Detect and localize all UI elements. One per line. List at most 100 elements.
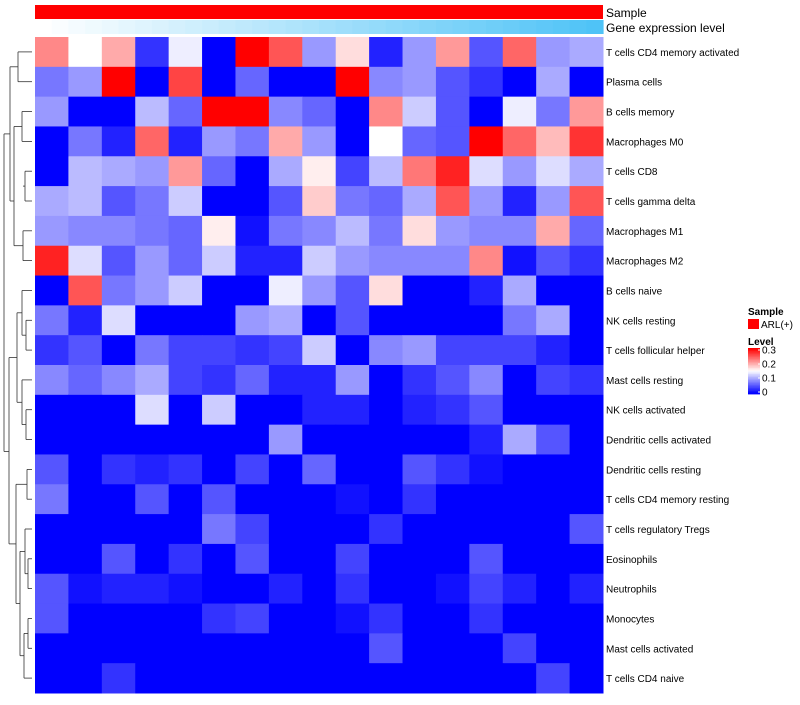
heatmap-cell [68, 37, 103, 68]
heatmap-cell [168, 454, 203, 485]
expression-track-segment [268, 20, 287, 34]
heatmap-cell [135, 484, 170, 515]
legend-level-title: Level [748, 337, 774, 348]
legend-level-gradient [748, 357, 760, 360]
heatmap-cell [369, 245, 404, 277]
heatmap-cell [135, 573, 170, 605]
sample-track-bar [35, 5, 603, 19]
heatmap-cell [35, 126, 69, 157]
expression-track-segment [435, 20, 454, 34]
row-label: Monocytes [606, 615, 654, 626]
legend-level-gradient [748, 375, 760, 378]
heatmap-cell [369, 66, 404, 98]
heatmap-cell [168, 275, 203, 306]
heatmap-cell [101, 215, 136, 247]
legend-level-gradient [748, 367, 760, 370]
legend-level-gradient [748, 381, 760, 384]
heatmap-cell [202, 275, 236, 306]
heatmap-cell [35, 603, 69, 634]
heatmap-cell [235, 215, 270, 247]
heatmap-cell [135, 514, 170, 545]
heatmap-cell [536, 365, 571, 396]
heatmap-cell [135, 365, 170, 396]
heatmap-cell [335, 514, 370, 545]
heatmap-cell [135, 394, 170, 426]
heatmap-cell [569, 514, 604, 545]
legend-sample-entry: ARL(+) [761, 320, 793, 331]
expression-track-segment [68, 20, 86, 34]
heatmap-cell [536, 305, 571, 336]
heatmap-cell [168, 484, 203, 515]
legend-level-tick-label: 0.1 [762, 374, 776, 385]
heatmap-cell [101, 305, 136, 336]
heatmap-cell [569, 215, 604, 247]
heatmap-cell [536, 156, 571, 187]
heatmap-cell [202, 603, 236, 634]
heatmap-cell [101, 66, 136, 98]
heatmap-cell [335, 186, 370, 217]
row-label: Mast cells resting [606, 376, 683, 387]
heatmap-cell [369, 156, 404, 187]
heatmap-cell [235, 335, 270, 366]
heatmap-cell [569, 126, 604, 157]
heatmap-cell [536, 96, 571, 127]
heatmap-cell [202, 305, 236, 336]
heatmap-cell [202, 424, 236, 455]
heatmap-cell [536, 573, 571, 605]
heatmap-cell [536, 633, 571, 664]
legend-level-gradient [748, 361, 760, 364]
legend-level-gradient [748, 348, 760, 350]
heatmap-cell [369, 215, 404, 247]
heatmap-cell [302, 37, 337, 68]
heatmap-cell [302, 663, 337, 694]
heatmap-cell [402, 186, 437, 217]
heatmap-cell [168, 245, 203, 277]
heatmap-cell [101, 96, 136, 127]
heatmap-cell [235, 305, 270, 336]
heatmap-cell [536, 514, 571, 545]
heatmap-cell [302, 514, 337, 545]
heatmap-cell [536, 37, 571, 68]
heatmap-cell [502, 245, 537, 277]
heatmap-cell [302, 633, 337, 664]
heatmap-cell [435, 305, 470, 336]
heatmap-cell [435, 573, 470, 605]
heatmap-cell [435, 245, 470, 277]
heatmap-cell [369, 394, 404, 426]
heatmap-cell [101, 275, 136, 306]
row-label: T cells gamma delta [606, 197, 696, 208]
heatmap-cell [135, 305, 170, 336]
heatmap-cell [502, 126, 537, 157]
heatmap-cell [268, 633, 303, 664]
heatmap-cell [302, 245, 337, 277]
row-label: T cells CD8 [606, 167, 658, 178]
heatmap-cell [235, 96, 270, 127]
heatmap-cell [435, 454, 470, 485]
row-label: T cells regulatory Tregs [606, 525, 710, 536]
expression-track-segment [519, 20, 537, 34]
legend-level-gradient [748, 383, 760, 386]
heatmap-cell [369, 365, 404, 396]
heatmap-cell [302, 484, 337, 515]
heatmap-cell [101, 126, 136, 157]
heatmap-cell [435, 96, 470, 127]
heatmap-cell [101, 156, 136, 187]
legend-level-tick-label: 0.3 [762, 346, 776, 357]
heatmap-cell [168, 186, 203, 217]
expression-track-segment [352, 20, 370, 34]
expression-track-segment [452, 20, 470, 34]
expression-track-segment [419, 20, 437, 34]
heatmap-cell [235, 514, 270, 545]
heatmap-cell [168, 365, 203, 396]
heatmap-cell [68, 186, 103, 217]
expression-track-segment [469, 20, 487, 34]
heatmap-cell [35, 663, 69, 694]
legend-level-tick-label: 0 [762, 388, 768, 399]
heatmap-cell [268, 186, 303, 217]
heatmap-cell [235, 365, 270, 396]
heatmap-cell [168, 633, 203, 664]
legend-level-gradient [748, 390, 760, 393]
heatmap-cell [135, 424, 170, 455]
heatmap-cell [235, 37, 270, 68]
